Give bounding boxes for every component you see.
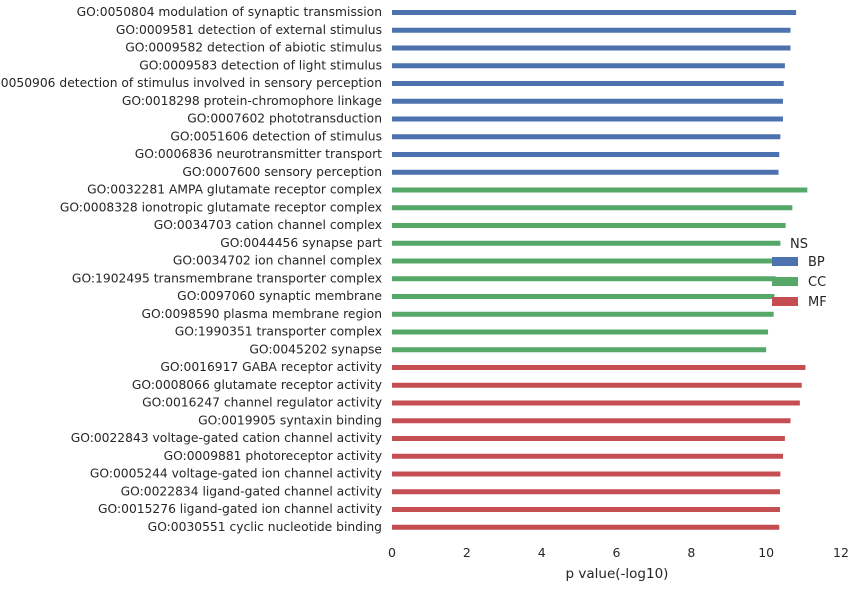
y-tick-label-1: GO:0050804 modulation of synaptic transm…	[77, 5, 382, 19]
y-tick-label-2: GO:0009581 detection of external stimulu…	[116, 23, 382, 37]
x-tick-label-2: 2	[463, 545, 471, 560]
y-tick-label-19: GO:1990351 transporter complex	[175, 325, 382, 339]
y-tick-label-18: GO:0098590 plasma membrane region	[142, 307, 382, 321]
x-tick-label-1: 0	[388, 545, 396, 560]
bar-2	[392, 27, 791, 33]
bar-18	[392, 311, 774, 317]
bar-7	[392, 116, 784, 122]
y-tick-label-26: GO:0009881 photoreceptor activity	[164, 449, 382, 463]
x-tick-label-3: 4	[538, 545, 546, 560]
bar-23	[392, 400, 800, 406]
bar-29	[392, 507, 781, 512]
legend-label-cc: CC	[808, 275, 826, 290]
y-tick-label-14: GO:0044456 synapse part	[220, 236, 382, 250]
bar-17	[392, 294, 775, 299]
bar-27	[392, 471, 781, 477]
y-tick-label-6: GO:0018298 protein-chromophore linkage	[122, 94, 382, 108]
bar-30	[392, 524, 780, 530]
legend-swatch-mf	[772, 297, 798, 306]
bar-14	[392, 240, 781, 246]
bar-12	[392, 205, 793, 211]
x-tick-label-5: 8	[687, 545, 695, 560]
bar-25	[392, 436, 785, 441]
y-tick-label-3: GO:0009582 detection of abiotic stimulus	[125, 41, 382, 55]
bar-16	[392, 276, 776, 282]
y-tick-label-9: GO:0006836 neurotransmitter transport	[135, 147, 382, 161]
legend-label-mf: MF	[808, 295, 827, 310]
bar-4	[392, 63, 785, 69]
y-tick-label-11: GO:0032281 AMPA glutamate receptor compl…	[87, 183, 382, 197]
bar-5	[392, 81, 784, 86]
bar-24	[392, 418, 791, 424]
y-tick-label-16: GO:1902495 transmembrane transporter com…	[72, 271, 382, 285]
y-tick-label-12: GO:0008328 ionotropic glutamate receptor…	[60, 200, 382, 214]
y-tick-label-17: GO:0097060 synaptic membrane	[177, 289, 382, 303]
legend: NS BP CC MF	[772, 237, 827, 310]
y-tick-label-7: GO:0007602 phototransduction	[187, 112, 382, 126]
y-tick-label-10: GO:0007600 sensory perception	[182, 165, 382, 179]
bar-28	[392, 489, 781, 495]
bar-21	[392, 365, 806, 370]
legend-swatch-cc	[772, 277, 798, 286]
bar-3	[392, 45, 791, 51]
bar-1	[392, 10, 797, 15]
x-axis-label: p value(-log10)	[566, 566, 669, 582]
bar-15	[392, 258, 778, 264]
y-tick-label-21: GO:0016917 GABA receptor activity	[160, 360, 382, 374]
y-tick-label-23: GO:0016247 channel regulator activity	[142, 396, 382, 410]
y-tick-label-5: GO:0050906 detection of stimulus involve…	[0, 76, 382, 90]
x-tick-label-7: 12	[833, 545, 849, 560]
bars-layer	[392, 10, 808, 530]
legend-swatch-bp	[772, 257, 798, 266]
bar-20	[392, 347, 767, 353]
bar-13	[392, 223, 786, 228]
y-tick-label-27: GO:0005244 voltage-gated ion channel act…	[90, 467, 382, 481]
legend-title: NS	[790, 237, 808, 252]
y-tick-label-13: GO:0034703 cation channel complex	[154, 218, 382, 232]
x-tick-labels: 0 2 4 6 8 10 12	[388, 545, 849, 560]
y-tick-label-15: GO:0034702 ion channel complex	[173, 254, 382, 268]
y-tick-label-28: GO:0022834 ligand-gated channel activity	[121, 484, 382, 498]
y-tick-label-30: GO:0030551 cyclic nucleotide binding	[148, 520, 382, 534]
bar-10	[392, 169, 779, 175]
y-tick-label-4: GO:0009583 detection of light stimulus	[139, 58, 382, 72]
bar-22	[392, 382, 802, 388]
y-tick-label-20: GO:0045202 synapse	[249, 342, 382, 356]
y-tick-label-8: GO:0051606 detection of stimulus	[170, 129, 382, 143]
legend-label-bp: BP	[808, 255, 825, 270]
bar-19	[392, 329, 769, 335]
legend-entries: BP CC MF	[772, 255, 827, 310]
y-tick-label-24: GO:0019905 syntaxin binding	[198, 413, 382, 427]
y-tick-labels: GO:0050804 modulation of synaptic transm…	[0, 5, 382, 534]
y-tick-label-22: GO:0008066 glutamate receptor activity	[132, 378, 382, 392]
bar-8	[392, 134, 781, 140]
y-tick-label-29: GO:0015276 ligand-gated ion channel acti…	[98, 502, 382, 516]
bar-6	[392, 98, 784, 104]
y-tick-label-25: GO:0022843 voltage-gated cation channel …	[71, 431, 382, 445]
bar-11	[392, 187, 808, 193]
bar-9	[392, 152, 780, 157]
x-tick-label-6: 10	[758, 545, 774, 560]
bar-26	[392, 453, 784, 459]
x-tick-label-4: 6	[613, 545, 621, 560]
